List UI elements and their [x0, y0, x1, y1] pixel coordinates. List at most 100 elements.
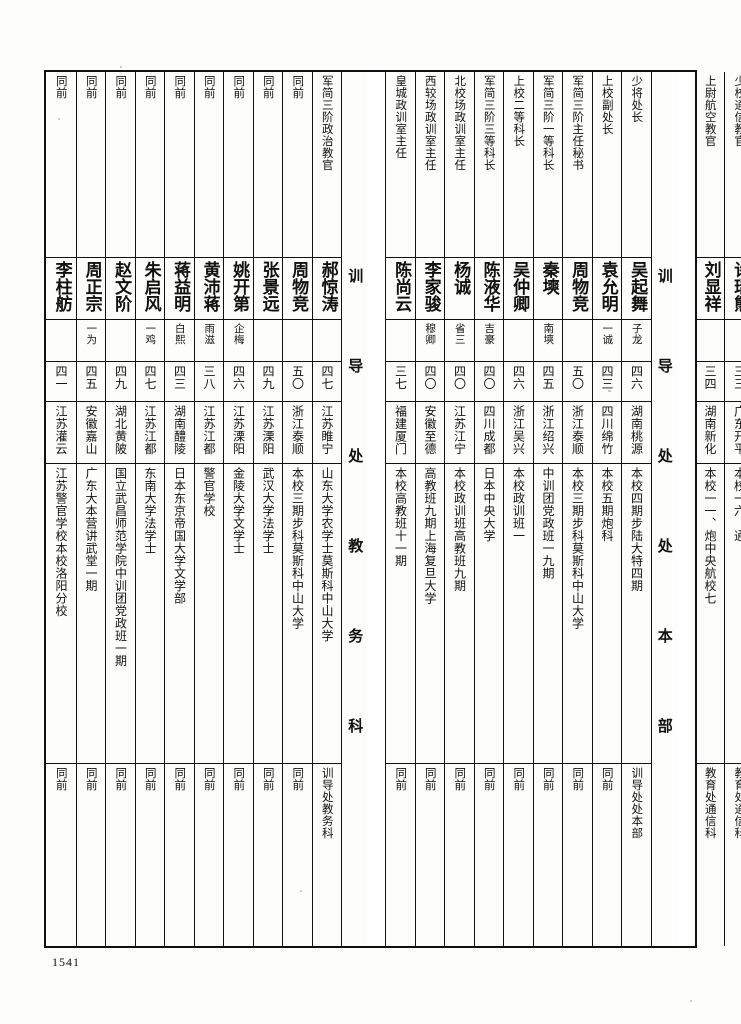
cell-text: 同前: [202, 75, 217, 99]
cell-text: 上校二等科长: [512, 75, 527, 147]
cell-origin: 武汉大学法学士: [253, 463, 282, 763]
cell-native: 浙江绍兴: [533, 401, 562, 463]
cell-address: 同前: [415, 763, 444, 946]
cell-text: 安徽至德: [422, 405, 437, 455]
cell-rank: 同前: [165, 72, 194, 257]
cell-alias: [106, 319, 135, 361]
cell-text: 吴起舞: [627, 261, 648, 312]
cell-name: 黄沛蒋: [194, 257, 223, 319]
cell-address: 同前: [224, 763, 253, 946]
cell-text: 同前: [541, 767, 556, 791]
cell-text: 五〇: [290, 365, 305, 390]
cell-rank: 少校通信教官: [725, 72, 741, 257]
cell-text: 山东大学农学士莫斯科中山大学: [319, 467, 334, 642]
cell-rank: 军简三阶一等科长: [534, 72, 563, 257]
cell-age: 四一: [46, 361, 76, 401]
roster-column: 同前 蒋益明 白熙 四三 湖南醴陵 日本东京帝国大学文学部 同前: [164, 72, 194, 946]
cell-text: 同前: [423, 767, 438, 791]
cell-address: 同前: [386, 763, 415, 946]
cell-text: 四六: [629, 365, 644, 390]
cell-text: 三七: [393, 365, 408, 390]
cell-text: 同前: [571, 767, 586, 791]
cell-alias: 白熙: [165, 319, 194, 361]
cell-name: 周正宗: [76, 257, 105, 319]
cell-text: 教育处通信科: [733, 767, 741, 839]
cell-text: 四七: [142, 365, 157, 390]
cell-text: 一为: [85, 323, 98, 345]
cell-text: 蒋益明: [170, 261, 191, 312]
cell-address: 教育处通信科: [695, 763, 724, 946]
roster-column: 同前 赵文阶 四九 湖北黄陂 国立武昌师范学院中训团党政班一期 同前: [105, 72, 135, 946]
cell-native: 江苏睢宁: [312, 401, 341, 463]
cell-name: 李家骏: [415, 257, 444, 319]
cell-origin: 警官学校: [194, 463, 223, 763]
cell-rank: 同前: [136, 72, 165, 257]
roster-column: 同前 朱启风 一鸡 四七 江苏江都 东南大学法学士 同前: [134, 72, 165, 946]
cell-name: 赵文阶: [106, 257, 135, 319]
cell-age: 四六: [224, 361, 253, 401]
cell-origin: 日本中央大学: [474, 463, 503, 763]
cell-text: 国立武昌师范学院中训团党政班一期: [113, 467, 128, 667]
cell-text: 武汉大学法学士: [260, 467, 275, 555]
cell-alias: 吉豪: [474, 319, 503, 361]
cell-origin: 山东大学农学士莫斯科中山大学: [312, 463, 341, 763]
cell-text: 李家骏: [420, 261, 441, 312]
cell-native: 安徽嘉山: [76, 401, 105, 463]
cell-name: 郝惊涛: [312, 257, 341, 319]
cell-name: 李柱舫: [46, 257, 76, 319]
section-label-text: 训 导 处 处 本 部: [655, 268, 674, 746]
roster-column: 军简三阶三等科长 陈液华 吉豪 四〇 四川成都 日本中央大学 同前: [473, 72, 504, 946]
section-label-cell: 训 导 处 教 务 科: [342, 72, 367, 946]
cell-address: 训导处教务科: [312, 763, 341, 946]
cell-name: 吴起舞: [622, 257, 651, 319]
cell-text: 本校政训班一: [511, 467, 526, 542]
cell-name: 杨诚: [445, 257, 474, 319]
cell-address: 同前: [445, 763, 474, 946]
cell-text: 江苏睢宁: [319, 405, 334, 455]
cell-text: 同前: [291, 75, 306, 99]
cell-text: 郝惊涛: [317, 261, 338, 312]
cell-text: 湖南桃源: [629, 405, 644, 455]
cell-text: 同前: [202, 767, 217, 791]
cell-text: 湖南醴陵: [172, 405, 187, 455]
cell-text: 本校一一、炮中央航校七: [702, 467, 717, 605]
cell-origin: 本校五期炮科: [592, 463, 621, 763]
cell-text: 军简三阶政治教官: [320, 75, 335, 171]
cell-text: 三四: [702, 365, 717, 390]
cell-text: 许瑞熊: [730, 261, 741, 312]
cell-text: 福建厦门: [393, 405, 408, 455]
cell-native: 湖南醴陵: [165, 401, 194, 463]
cell-alias: 子龙: [622, 319, 651, 361]
cell-text: 江苏江都: [201, 405, 216, 455]
cell-text: 同前: [143, 767, 158, 791]
cell-text: 同前: [84, 75, 99, 99]
cell-origin: 广东大本营讲武堂一期: [76, 463, 105, 763]
cell-age: 四三: [592, 361, 621, 401]
cell-age: 三八: [194, 361, 223, 401]
cell-text: 四〇: [452, 365, 467, 390]
cell-text: 同前: [232, 75, 247, 99]
cell-text: 一诚: [601, 323, 614, 345]
cell-text: 同前: [173, 75, 188, 99]
cell-rank: 军简三阶三等科长: [475, 72, 504, 257]
cell-name: 吴仲卿: [504, 257, 533, 319]
scan-speck: [120, 66, 122, 68]
cell-origin: 日本东京帝国大学文学部: [165, 463, 194, 763]
cell-alias: 省三: [445, 319, 474, 361]
cell-text: 秦塽: [538, 261, 559, 295]
cell-text: 三三: [732, 365, 741, 390]
section-label-column: 训 导 处 教 务 科: [341, 72, 367, 946]
cell-address: 训导处处本部: [622, 763, 651, 946]
cell-native: 江苏溧阳: [224, 401, 253, 463]
cell-origin: 东南大学法学士: [135, 463, 164, 763]
cell-text: 同前: [84, 767, 99, 791]
cell-text: 刘显祥: [700, 261, 721, 312]
cell-name: 周物竞: [563, 257, 592, 319]
cell-age: 三七: [386, 361, 415, 401]
cell-address: 同前: [504, 763, 533, 946]
cell-age: 四七: [135, 361, 164, 401]
cell-text: 训导处教务科: [320, 767, 335, 839]
cell-rank: 皇城政训室主任: [386, 72, 415, 257]
cell-name: 袁允明: [592, 257, 621, 319]
